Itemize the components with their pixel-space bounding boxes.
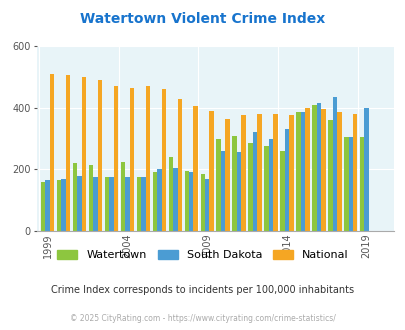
Bar (268, 139, 273, 231)
Bar (45, 180, 50, 231)
Bar (161, 89, 166, 231)
Bar (359, 137, 364, 231)
Bar (200, 174, 205, 231)
Bar (125, 177, 129, 231)
Bar (50, 74, 54, 231)
Bar (225, 118, 229, 231)
Legend: Watertown, South Dakota, National: Watertown, South Dakota, National (57, 250, 348, 260)
Text: Crime Index corresponds to incidents per 100,000 inhabitants: Crime Index corresponds to incidents per… (51, 285, 354, 295)
Bar (288, 115, 293, 231)
Bar (193, 106, 198, 231)
Bar (316, 103, 320, 231)
Bar (347, 137, 352, 231)
Bar (120, 162, 125, 231)
Bar (332, 97, 336, 231)
Text: © 2025 CityRating.com - https://www.cityrating.com/crime-statistics/: © 2025 CityRating.com - https://www.city… (70, 314, 335, 323)
Bar (73, 163, 77, 231)
Bar (273, 114, 277, 231)
Bar (57, 180, 61, 231)
Bar (300, 113, 305, 231)
Bar (248, 143, 252, 231)
Bar (66, 76, 70, 231)
Bar (305, 108, 309, 231)
Bar (136, 177, 141, 231)
Bar (104, 177, 109, 231)
Bar (77, 176, 82, 231)
Bar (157, 169, 161, 231)
Bar (177, 99, 181, 231)
Bar (189, 173, 193, 231)
Bar (41, 182, 45, 231)
Bar (173, 168, 177, 231)
Bar (220, 151, 225, 231)
Bar (236, 152, 241, 231)
Bar (279, 151, 284, 231)
Bar (252, 132, 257, 231)
Bar (113, 86, 118, 231)
Bar (336, 113, 341, 231)
Bar (257, 114, 261, 231)
Bar (264, 146, 268, 231)
Bar (109, 177, 113, 231)
Bar (93, 177, 98, 231)
Bar (145, 86, 150, 231)
Bar (343, 137, 347, 231)
Bar (296, 113, 300, 231)
Bar (89, 165, 93, 231)
Bar (241, 115, 245, 231)
Bar (311, 105, 316, 231)
Bar (352, 114, 356, 231)
Bar (205, 179, 209, 231)
Text: Watertown Violent Crime Index: Watertown Violent Crime Index (80, 12, 325, 25)
Bar (232, 136, 236, 231)
Bar (61, 179, 66, 231)
Bar (364, 108, 368, 231)
Bar (152, 173, 157, 231)
Bar (168, 157, 173, 231)
Bar (141, 177, 145, 231)
Bar (184, 171, 189, 231)
Bar (216, 139, 220, 231)
Bar (98, 80, 102, 231)
Bar (209, 111, 213, 231)
Bar (320, 109, 325, 231)
Bar (327, 120, 332, 231)
Bar (284, 129, 288, 231)
Bar (129, 88, 134, 231)
Bar (82, 77, 86, 231)
